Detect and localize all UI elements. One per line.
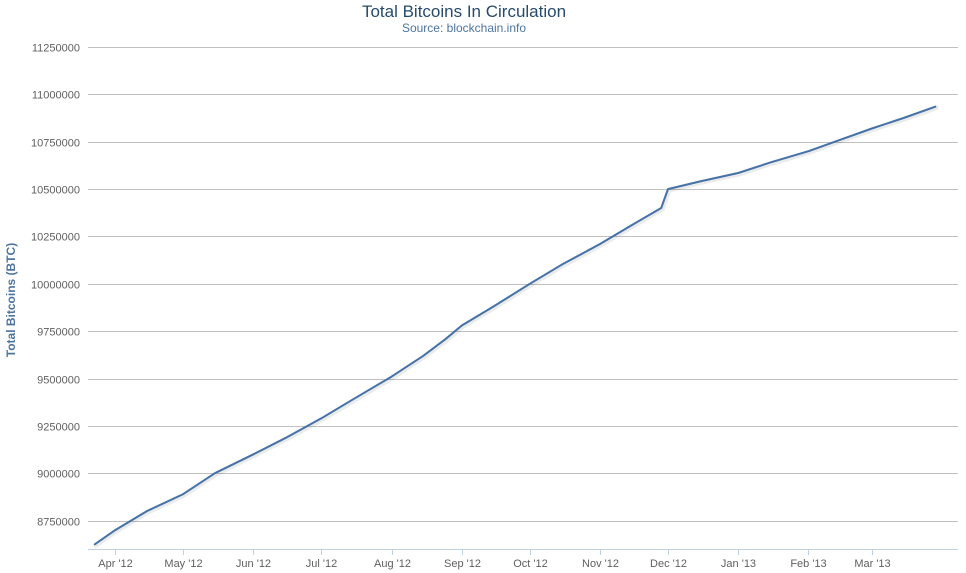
y-tick-label: 11250000 <box>32 43 80 55</box>
x-tick-label: Jun '12 <box>236 558 271 570</box>
x-tick-label: Aug '12 <box>374 558 411 570</box>
series-line-shadow <box>93 105 939 548</box>
x-tick-label: Jan '13 <box>721 558 756 570</box>
x-tick-label: Jul '12 <box>306 558 337 570</box>
y-axis-title: Total Bitcoins (BTC) <box>4 243 18 357</box>
chart-subtitle: Source: blockchain.info <box>401 21 527 35</box>
y-tick-label: 9000000 <box>37 469 80 481</box>
gridlines <box>88 47 958 522</box>
x-tick-label: Oct '12 <box>513 558 548 570</box>
series-layer <box>93 105 939 548</box>
y-tick-label: 8750000 <box>37 517 80 529</box>
series-line <box>93 105 937 546</box>
x-tick-label: Feb '13 <box>790 558 826 570</box>
x-tick-label: Dec '12 <box>650 558 687 570</box>
y-tick-label: 9750000 <box>37 327 80 339</box>
x-tick-label: Sep '12 <box>444 558 481 570</box>
x-tick-label: May '12 <box>164 558 202 570</box>
y-tick-label: 9250000 <box>37 422 80 434</box>
y-tick-label: 10500000 <box>31 185 80 197</box>
chart-title: Total Bitcoins In Circulation <box>361 2 567 21</box>
y-tick-label: 10000000 <box>31 280 80 292</box>
x-tick-label: Mar '13 <box>854 558 890 570</box>
y-tick-label: 11000000 <box>32 90 80 102</box>
y-tick-label: 9500000 <box>37 375 80 387</box>
y-tick-label: 10750000 <box>31 138 80 150</box>
x-tick-label: Apr '12 <box>98 558 133 570</box>
axis-labels: 8750000 9000000 9250000 9500000 9750000 10000… <box>4 43 891 571</box>
x-tick-label: Nov '12 <box>582 558 619 570</box>
y-tick-label: 10250000 <box>31 232 80 244</box>
axes <box>88 549 958 555</box>
